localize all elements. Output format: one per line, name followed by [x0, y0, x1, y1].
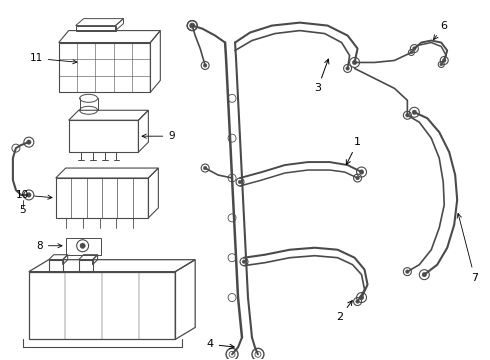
- Circle shape: [26, 140, 31, 144]
- Text: 1: 1: [346, 137, 361, 165]
- Circle shape: [238, 180, 242, 184]
- Text: 4: 4: [207, 339, 234, 349]
- Circle shape: [440, 63, 442, 66]
- Circle shape: [346, 67, 349, 70]
- Circle shape: [359, 170, 364, 174]
- Text: 6: 6: [434, 21, 448, 40]
- Circle shape: [413, 47, 416, 50]
- Circle shape: [203, 166, 207, 170]
- Circle shape: [406, 113, 409, 117]
- Circle shape: [242, 260, 246, 264]
- Circle shape: [356, 300, 359, 303]
- Circle shape: [359, 295, 364, 300]
- Circle shape: [190, 23, 195, 28]
- Circle shape: [422, 273, 427, 277]
- Circle shape: [356, 176, 359, 180]
- Circle shape: [410, 51, 413, 54]
- Text: 8: 8: [36, 241, 62, 251]
- Circle shape: [352, 60, 357, 65]
- Circle shape: [406, 270, 409, 274]
- Text: 11: 11: [29, 54, 77, 64]
- Text: 2: 2: [336, 301, 352, 323]
- Circle shape: [203, 64, 207, 67]
- Circle shape: [26, 193, 31, 197]
- Text: 10: 10: [16, 190, 52, 200]
- Circle shape: [442, 59, 446, 62]
- Text: 7: 7: [457, 213, 478, 283]
- Circle shape: [80, 243, 85, 248]
- Circle shape: [412, 110, 416, 114]
- Text: 9: 9: [142, 131, 175, 141]
- Text: 5: 5: [20, 205, 26, 215]
- Text: 3: 3: [314, 59, 329, 93]
